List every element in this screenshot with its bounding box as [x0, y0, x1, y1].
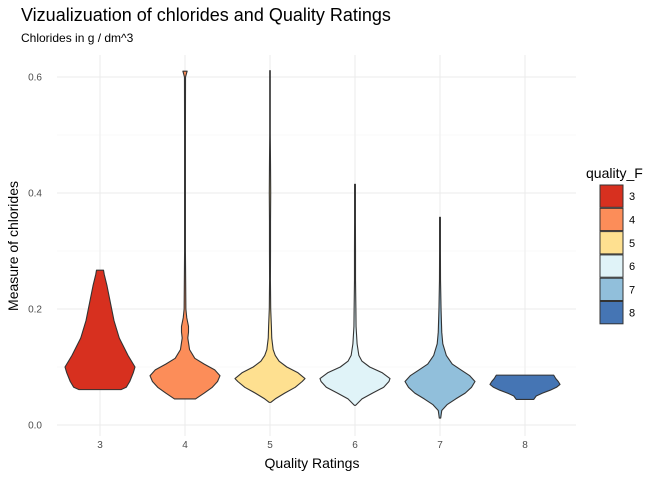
y-tick-label: 0.2: [28, 305, 42, 316]
chart-subtitle: Chlorides in g / dm^3: [21, 31, 134, 45]
y-axis: 0.0 0.2 0.4 0.6: [28, 73, 42, 432]
legend-label: 4: [629, 214, 635, 226]
legend-label: 7: [629, 284, 635, 296]
violin-5: [234, 70, 306, 403]
legend-title: quality_F: [586, 165, 643, 181]
x-tick-label: 7: [437, 440, 443, 451]
x-axis-title: Quality Ratings: [265, 455, 360, 471]
legend-label: 5: [629, 238, 635, 250]
x-tick-label: 8: [522, 440, 528, 451]
x-tick-label: 4: [182, 440, 188, 451]
violins: [64, 70, 561, 419]
legend-key-7: [599, 277, 624, 302]
legend-key-5: [599, 231, 624, 255]
legend-key-3: [599, 184, 624, 208]
y-axis-title: Measure of chlorides: [5, 181, 21, 311]
chart-title: Vizualizuation of chlorides and Quality …: [21, 5, 391, 25]
x-tick-label: 6: [352, 440, 358, 451]
legend-label: 8: [629, 308, 635, 320]
violin-6: [319, 183, 391, 406]
y-tick-label: 0.6: [28, 73, 42, 84]
grid: [57, 55, 576, 436]
x-tick-label: 3: [97, 440, 103, 451]
legend-label: 3: [629, 191, 635, 203]
y-tick-label: 0.0: [28, 421, 42, 432]
legend: quality_F 3 4 5 6 7 8: [586, 165, 643, 325]
x-axis: 3 4 5 6 7 8: [97, 440, 528, 451]
legend-label: 6: [629, 261, 635, 273]
violin-8: [489, 374, 561, 401]
legend-key-6: [599, 254, 624, 278]
legend-key-4: [599, 207, 624, 232]
x-tick-label: 5: [267, 440, 273, 451]
violin-3: [64, 269, 136, 391]
violin-4: [149, 70, 221, 400]
legend-key-8: [599, 301, 624, 325]
y-tick-label: 0.4: [28, 189, 42, 200]
violin-7: [404, 216, 476, 419]
